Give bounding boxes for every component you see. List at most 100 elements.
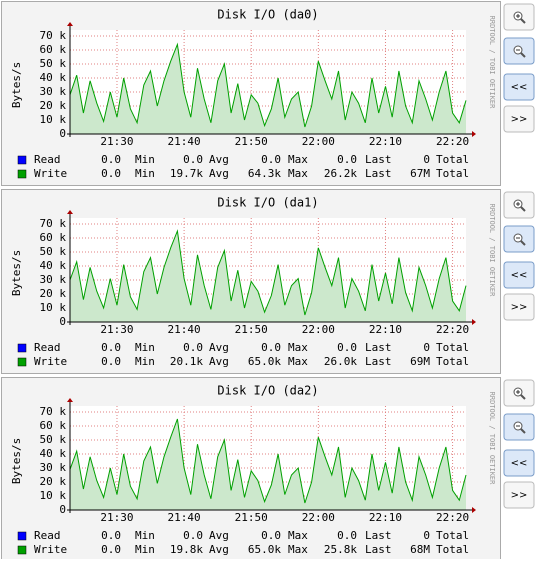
legend-stat: 64.3k xyxy=(248,167,281,180)
y-axis-label: Bytes/s xyxy=(10,250,23,296)
y-tick-label: 30 k xyxy=(40,461,67,474)
y-tick-label: 60 k xyxy=(40,419,67,432)
pan-right-button[interactable] xyxy=(503,105,535,133)
y-tick-label: 10 k xyxy=(40,113,67,126)
axis-arrow xyxy=(472,319,476,325)
watermark: RRDTOOL / TOBI OETIKER xyxy=(488,16,496,110)
pan-left-button[interactable] xyxy=(503,261,535,289)
pan-left-button[interactable] xyxy=(503,73,535,101)
legend-swatch xyxy=(17,343,27,353)
legend-stat: 0.0 xyxy=(101,543,121,556)
pan-left-label[interactable]: << xyxy=(511,458,528,469)
y-tick-label: 70 k xyxy=(40,217,67,230)
pan-left-button[interactable] xyxy=(503,449,535,477)
x-tick-label: 21:50 xyxy=(235,511,268,524)
y-tick-label: 50 k xyxy=(40,433,67,446)
x-tick-label: 22:10 xyxy=(369,135,402,148)
legend-stat: 0.0 xyxy=(337,341,357,354)
x-tick-label: 22:20 xyxy=(436,323,469,336)
legend-stat: Avg xyxy=(209,341,229,354)
legend-swatch xyxy=(17,357,27,367)
legend-stat: Total xyxy=(436,153,469,166)
x-tick-label: 21:50 xyxy=(235,323,268,336)
y-tick-label: 30 k xyxy=(40,273,67,286)
chart-title: Disk I/O (da1) xyxy=(217,196,318,210)
x-tick-label: 22:20 xyxy=(436,511,469,524)
legend-stat: 0.0 xyxy=(183,153,203,166)
legend-stat: 65.0k xyxy=(248,355,281,368)
legend-stat: Avg xyxy=(209,153,229,166)
legend-stat: Min xyxy=(135,543,155,556)
legend-stat: Total xyxy=(436,341,469,354)
legend-stat: Max xyxy=(288,529,308,542)
legend-stat: 25.8k xyxy=(324,543,357,556)
y-tick-label: 0 xyxy=(59,315,66,328)
x-tick-label: 22:00 xyxy=(302,323,335,336)
legend-stat: Min xyxy=(135,167,155,180)
legend-stat: 0.0 xyxy=(183,529,203,542)
pan-left-label[interactable]: << xyxy=(511,82,528,93)
y-tick-label: 0 xyxy=(59,127,66,140)
legend-swatch xyxy=(17,169,27,179)
legend-stat: Min xyxy=(135,153,155,166)
magnifier-icon xyxy=(520,428,526,434)
x-tick-label: 22:10 xyxy=(369,511,402,524)
y-tick-label: 10 k xyxy=(40,489,67,502)
legend-stat: 68M xyxy=(410,543,430,556)
legend-stat: Max xyxy=(288,543,308,556)
x-tick-label: 22:00 xyxy=(302,511,335,524)
magnifier-icon xyxy=(520,52,526,58)
legend-stat: Max xyxy=(288,153,308,166)
legend-stat: Min xyxy=(135,529,155,542)
pan-left-label[interactable]: << xyxy=(511,270,528,281)
legend-swatch xyxy=(17,545,27,555)
axis-arrow xyxy=(67,210,73,214)
x-tick-label: 21:30 xyxy=(100,511,133,524)
legend-stat: 0.0 xyxy=(101,355,121,368)
legend-stat: 0.0 xyxy=(261,153,281,166)
legend-stat: 0.0 xyxy=(101,341,121,354)
legend-stat: 0.0 xyxy=(101,153,121,166)
y-tick-label: 40 k xyxy=(40,259,67,272)
series-area xyxy=(70,419,466,510)
legend-name: Read xyxy=(34,153,61,166)
pan-right-button[interactable] xyxy=(503,293,535,321)
graph-panel: Disk I/O (da1) Bytes/s RRDTOOL / TOBI OETI… xyxy=(1,189,535,374)
y-tick-label: 70 k xyxy=(40,29,67,42)
legend-name: Read xyxy=(34,529,61,542)
magnifier-icon xyxy=(520,240,526,246)
x-tick-label: 22:10 xyxy=(369,323,402,336)
pan-right-label[interactable]: >> xyxy=(511,302,528,313)
legend-stat: 19.8k xyxy=(170,543,203,556)
legend-stat: 26.0k xyxy=(324,355,357,368)
y-tick-label: 60 k xyxy=(40,43,67,56)
axis-arrow xyxy=(472,131,476,137)
legend-stat: 0.0 xyxy=(101,529,121,542)
y-axis-label: Bytes/s xyxy=(10,438,23,484)
pan-right-label[interactable]: >> xyxy=(511,114,528,125)
y-tick-label: 60 k xyxy=(40,231,67,244)
legend-stat: Avg xyxy=(209,167,229,180)
legend-stat: Min xyxy=(135,355,155,368)
legend-name: Write xyxy=(34,543,67,556)
legend-name: Write xyxy=(34,355,67,368)
y-tick-label: 70 k xyxy=(40,405,67,418)
chart-title: Disk I/O (da2) xyxy=(217,384,318,398)
pan-right-label[interactable]: >> xyxy=(511,490,528,501)
chart-title: Disk I/O (da0) xyxy=(217,8,318,22)
pan-right-button[interactable] xyxy=(503,481,535,509)
legend-stat: 65.0k xyxy=(248,543,281,556)
y-tick-label: 10 k xyxy=(40,301,67,314)
legend-stat: 0.0 xyxy=(337,153,357,166)
legend-stat: Last xyxy=(365,543,392,556)
legend-stat: 0.0 xyxy=(337,529,357,542)
legend-stat: 0.0 xyxy=(101,167,121,180)
legend-stat: Total xyxy=(436,167,469,180)
magnifier-icon xyxy=(520,18,526,24)
y-tick-label: 40 k xyxy=(40,71,67,84)
legend-stat: Avg xyxy=(209,355,229,368)
legend-stat: Total xyxy=(436,529,469,542)
legend-stat: 67M xyxy=(410,167,430,180)
legend-stat: Total xyxy=(436,543,469,556)
